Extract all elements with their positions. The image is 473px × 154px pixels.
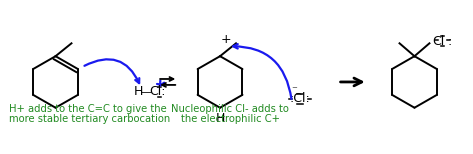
- Text: Cl:: Cl:: [149, 85, 166, 98]
- Text: ⁻: ⁻: [291, 85, 297, 95]
- Text: Cl: Cl: [432, 35, 445, 48]
- Text: more stable tertiary carbocation: more stable tertiary carbocation: [9, 114, 170, 124]
- Text: :: :: [447, 35, 452, 48]
- Text: Nucleophilic Cl- adds to: Nucleophilic Cl- adds to: [171, 104, 289, 114]
- Text: H: H: [215, 112, 225, 125]
- Text: the electrophilic C+: the electrophilic C+: [181, 114, 280, 124]
- Text: :Cl:: :Cl:: [289, 92, 310, 105]
- Text: H+ adds to the C=C to give the: H+ adds to the C=C to give the: [9, 104, 166, 114]
- Text: H: H: [133, 85, 143, 98]
- Text: +: +: [221, 33, 231, 46]
- Text: —: —: [140, 87, 152, 97]
